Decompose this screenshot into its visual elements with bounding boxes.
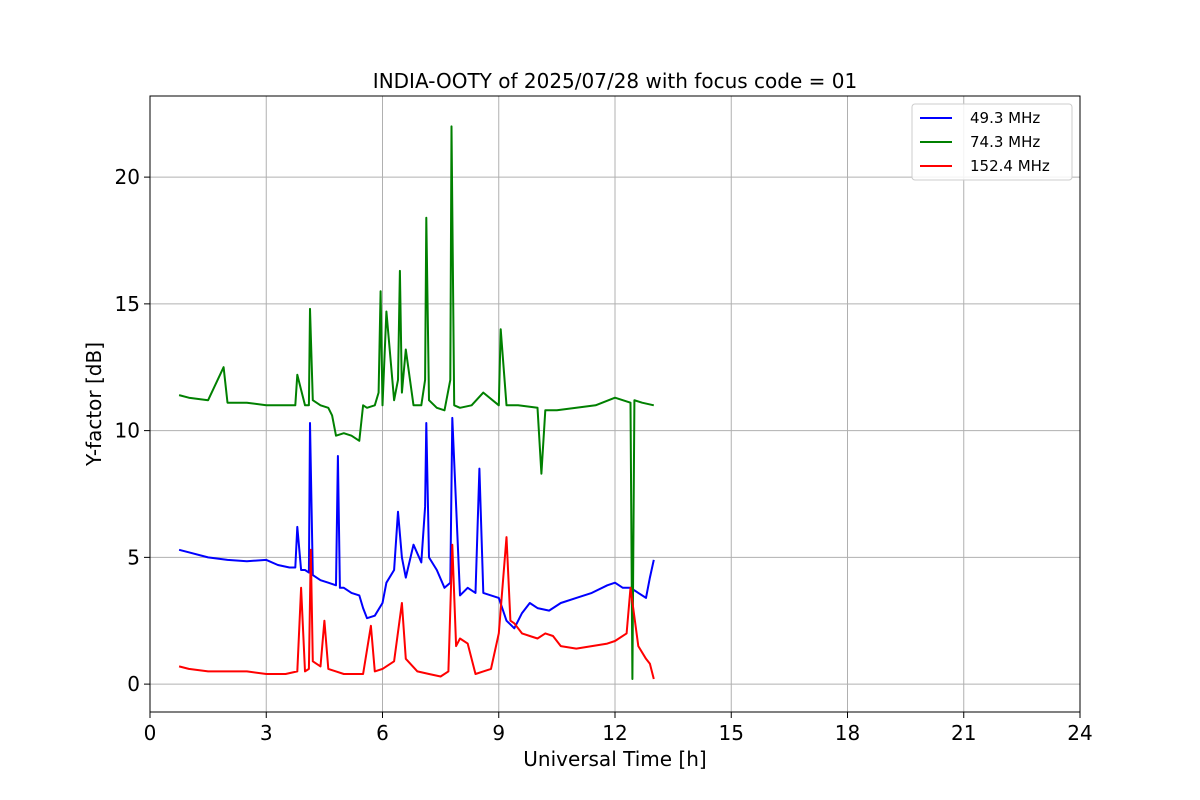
legend-label: 74.3 MHz xyxy=(970,133,1040,151)
series-line-1 xyxy=(178,416,655,630)
ticks: 0 3 6 9 12 15 18 21 24 0 5 10 15 20 xyxy=(115,165,1093,745)
grid xyxy=(149,96,1081,712)
x-tick-label: 15 xyxy=(719,721,744,745)
x-tick-label: 18 xyxy=(835,721,860,745)
y-tick-label: 0 xyxy=(127,672,140,696)
y-tick-label: 10 xyxy=(115,419,140,443)
x-tick-label: 0 xyxy=(144,721,157,745)
x-tick-label: 9 xyxy=(492,721,505,745)
x-tick-label: 24 xyxy=(1067,721,1092,745)
y-tick-label: 15 xyxy=(115,292,140,316)
x-tick-label: 21 xyxy=(951,721,976,745)
x-axis-label: Universal Time [h] xyxy=(523,747,706,771)
legend-label: 49.3 MHz xyxy=(970,109,1040,127)
x-tick-label: 12 xyxy=(602,721,627,745)
legend-label: 152.4 MHz xyxy=(970,157,1050,175)
x-tick-label: 6 xyxy=(376,721,389,745)
series-layer xyxy=(178,125,655,680)
chart-title: INDIA-OOTY of 2025/07/28 with focus code… xyxy=(373,69,857,93)
legend: 49.3 MHz 74.3 MHz 152.4 MHz xyxy=(911,103,1073,181)
legend-box xyxy=(911,103,1073,181)
y-axis-label: Y-factor [dB] xyxy=(82,342,106,467)
x-tick-label: 3 xyxy=(260,721,273,745)
series-line-2 xyxy=(178,125,655,680)
y-tick-label: 5 xyxy=(127,545,140,569)
y-tick-label: 20 xyxy=(115,165,140,189)
series-line-3 xyxy=(178,536,655,680)
